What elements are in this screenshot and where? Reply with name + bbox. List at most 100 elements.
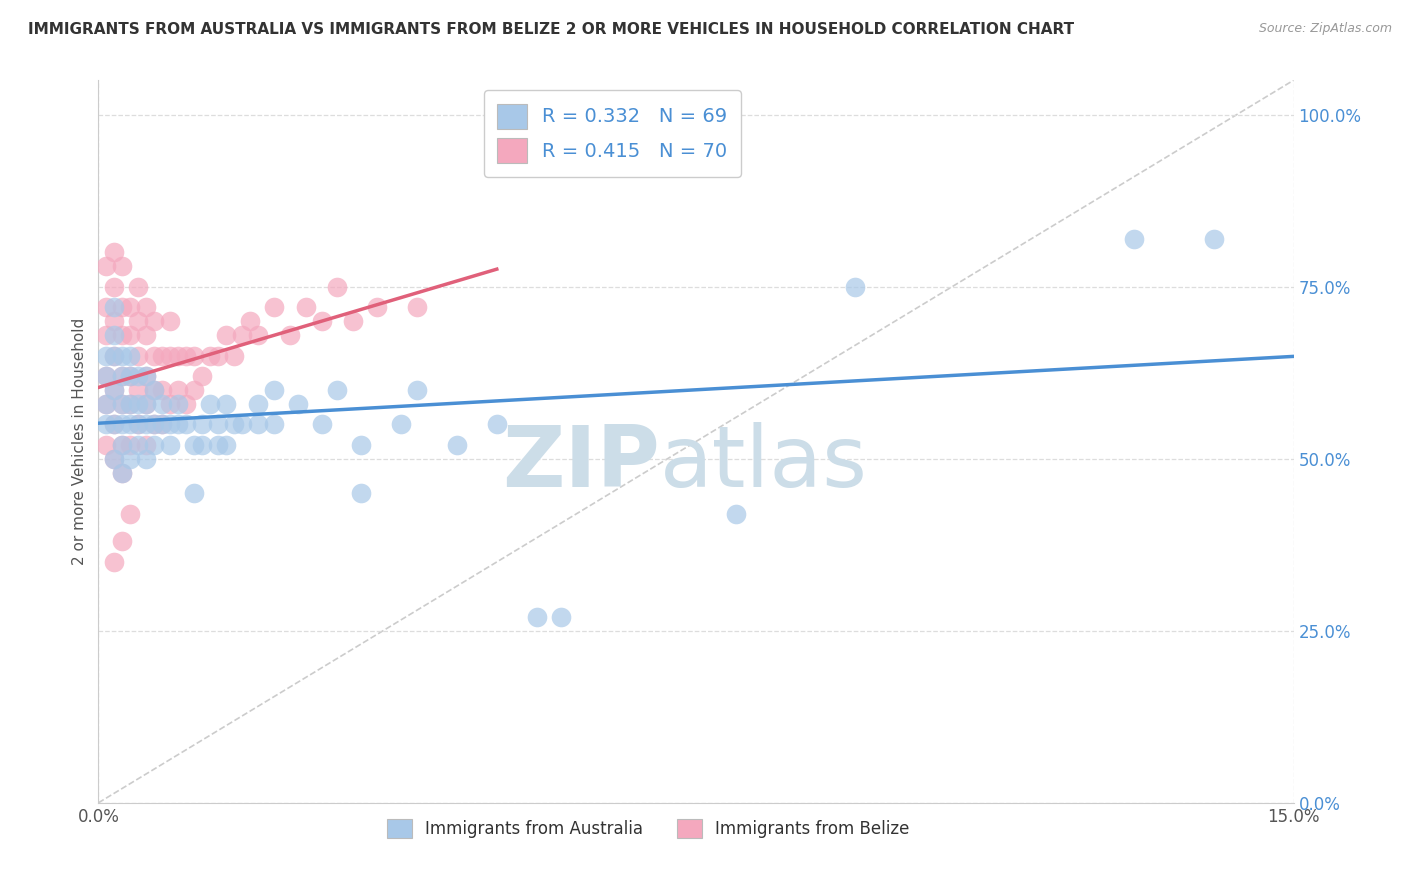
Point — [120, 397, 142, 411]
Point — [111, 397, 134, 411]
Point — [103, 279, 125, 293]
Point — [135, 327, 157, 342]
Point — [120, 301, 142, 315]
Point — [96, 417, 118, 432]
Point — [111, 327, 134, 342]
Point — [135, 451, 157, 466]
Point — [120, 369, 142, 384]
Point — [127, 314, 149, 328]
Point — [215, 438, 238, 452]
Point — [143, 349, 166, 363]
Point — [103, 314, 125, 328]
Point — [366, 301, 388, 315]
Point — [111, 349, 134, 363]
Point — [263, 417, 285, 432]
Point — [111, 369, 134, 384]
Point — [96, 397, 118, 411]
Point — [111, 438, 134, 452]
Point — [326, 383, 349, 397]
Point — [103, 417, 125, 432]
Point — [222, 417, 245, 432]
Point — [103, 245, 125, 260]
Point — [183, 438, 205, 452]
Point — [96, 369, 118, 384]
Point — [174, 397, 197, 411]
Point — [120, 451, 142, 466]
Point — [150, 417, 173, 432]
Point — [103, 383, 125, 397]
Text: Source: ZipAtlas.com: Source: ZipAtlas.com — [1258, 22, 1392, 36]
Point — [246, 397, 269, 411]
Point — [215, 397, 238, 411]
Point — [844, 279, 866, 293]
Point — [350, 438, 373, 452]
Point — [111, 534, 134, 549]
Point — [278, 327, 301, 342]
Point — [207, 417, 229, 432]
Point — [135, 301, 157, 315]
Point — [127, 417, 149, 432]
Text: IMMIGRANTS FROM AUSTRALIA VS IMMIGRANTS FROM BELIZE 2 OR MORE VEHICLES IN HOUSEH: IMMIGRANTS FROM AUSTRALIA VS IMMIGRANTS … — [28, 22, 1074, 37]
Point — [263, 301, 285, 315]
Text: ZIP: ZIP — [502, 422, 661, 505]
Point — [326, 279, 349, 293]
Point — [111, 259, 134, 273]
Point — [143, 383, 166, 397]
Point — [120, 438, 142, 452]
Point — [207, 438, 229, 452]
Point — [724, 507, 747, 521]
Point — [103, 301, 125, 315]
Point — [231, 417, 253, 432]
Point — [103, 349, 125, 363]
Point — [127, 349, 149, 363]
Point — [143, 417, 166, 432]
Legend: Immigrants from Australia, Immigrants from Belize: Immigrants from Australia, Immigrants fr… — [380, 813, 917, 845]
Point — [150, 397, 173, 411]
Point — [222, 349, 245, 363]
Point — [103, 417, 125, 432]
Point — [311, 314, 333, 328]
Point — [127, 438, 149, 452]
Point — [246, 327, 269, 342]
Point — [120, 369, 142, 384]
Point — [111, 438, 134, 452]
Point — [183, 349, 205, 363]
Point — [103, 383, 125, 397]
Point — [485, 417, 508, 432]
Point — [446, 438, 468, 452]
Point — [159, 314, 181, 328]
Point — [150, 417, 173, 432]
Point — [167, 349, 190, 363]
Point — [143, 383, 166, 397]
Point — [111, 417, 134, 432]
Point — [159, 417, 181, 432]
Point — [103, 327, 125, 342]
Point — [174, 417, 197, 432]
Point — [174, 349, 197, 363]
Point — [167, 417, 190, 432]
Point — [198, 349, 221, 363]
Point — [103, 349, 125, 363]
Point — [191, 417, 214, 432]
Point — [135, 397, 157, 411]
Text: atlas: atlas — [661, 422, 868, 505]
Point — [207, 349, 229, 363]
Point — [103, 451, 125, 466]
Point — [150, 349, 173, 363]
Point — [96, 259, 118, 273]
Point — [183, 383, 205, 397]
Point — [1202, 231, 1225, 245]
Point — [96, 438, 118, 452]
Point — [96, 369, 118, 384]
Point — [191, 438, 214, 452]
Point — [311, 417, 333, 432]
Point — [103, 451, 125, 466]
Point — [239, 314, 262, 328]
Point — [135, 438, 157, 452]
Point — [159, 349, 181, 363]
Point — [127, 369, 149, 384]
Point — [231, 327, 253, 342]
Point — [111, 301, 134, 315]
Point — [127, 397, 149, 411]
Point — [350, 486, 373, 500]
